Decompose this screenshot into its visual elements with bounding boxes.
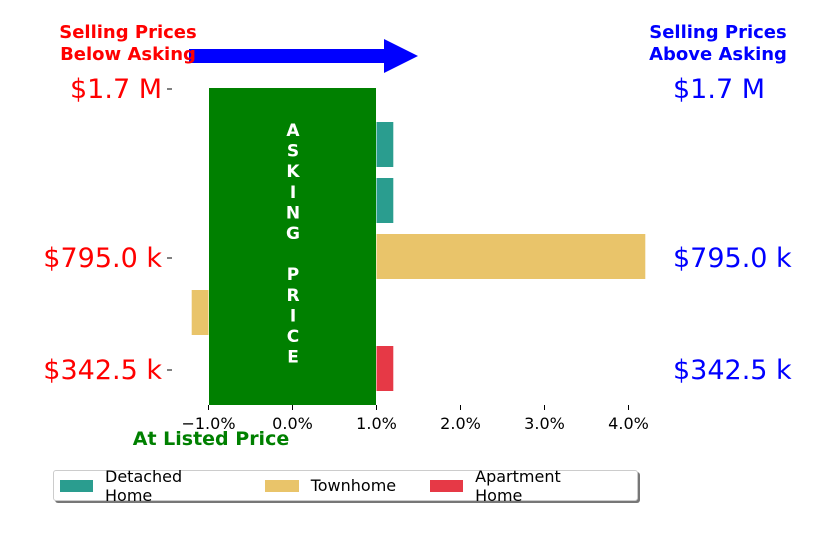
price-label-left: $1.7 M <box>70 74 162 105</box>
band-letter: E <box>287 348 299 368</box>
legend-swatch-detached <box>60 479 93 492</box>
price-label-right: $342.5 k <box>673 355 792 386</box>
legend-label-apartment: Apartment Home <box>475 466 561 505</box>
legend-label-detached: Detached Home <box>105 466 183 505</box>
band-letter: K <box>286 162 300 182</box>
left-corner-title-line1: Selling Prices <box>59 22 196 43</box>
price-label-right: $1.7 M <box>673 74 765 105</box>
price-label-left: $795.0 k <box>43 243 162 274</box>
bar-detached-home <box>376 178 394 223</box>
legend-item-detached: Detached Home <box>60 467 231 505</box>
right-corner-title-line1: Selling Prices <box>649 22 786 43</box>
x-tick-label: 4.0% <box>608 414 649 433</box>
x-tick-label: 0.0% <box>272 414 313 433</box>
x-axis-label: At Listed Price <box>133 428 289 450</box>
legend-swatch-townhome <box>264 479 299 492</box>
right-corner-title-line2: Above Asking <box>649 44 787 65</box>
band-letter: A <box>286 121 300 141</box>
legend-item-townhome: Townhome <box>264 476 397 495</box>
price-labels: $1.7 M $1.7 M $795.0 k $795.0 k $342.5 k $342… <box>43 74 792 386</box>
bar-detached-home <box>376 122 394 167</box>
bars <box>191 122 646 391</box>
legend-label-townhome: Townhome <box>310 476 397 495</box>
band-letter: G <box>286 224 300 244</box>
x-axis: −1.0% 0.0% 1.0% 2.0% 3.0% 4.0% <box>181 405 649 433</box>
x-tick-label: 3.0% <box>524 414 565 433</box>
band-letter: C <box>287 327 299 347</box>
band-letter: P <box>287 265 299 285</box>
price-label-left: $342.5 k <box>43 355 162 386</box>
x-tick-label: 1.0% <box>356 414 397 433</box>
band-letter: S <box>287 142 299 162</box>
direction-arrow <box>189 39 418 73</box>
bar-apartment-home <box>376 346 394 391</box>
band-letter: R <box>286 286 299 306</box>
band-letter: N <box>286 203 300 223</box>
price-label-right: $795.0 k <box>673 243 792 274</box>
legend-item-apartment: Apartment Home <box>430 467 609 505</box>
x-tick-label: −1.0% <box>181 414 235 433</box>
legend: Detached Home Townhome Apartment Home <box>53 467 638 505</box>
band-letter: I <box>290 306 296 326</box>
band-letter: I <box>290 183 296 203</box>
legend-swatch-apartment <box>430 479 464 492</box>
x-tick-label: 2.0% <box>440 414 481 433</box>
bar-townhome <box>191 290 209 335</box>
left-corner-title-line2: Below Asking <box>60 44 196 65</box>
bar-townhome <box>376 234 646 279</box>
asking-price-band <box>209 88 376 405</box>
